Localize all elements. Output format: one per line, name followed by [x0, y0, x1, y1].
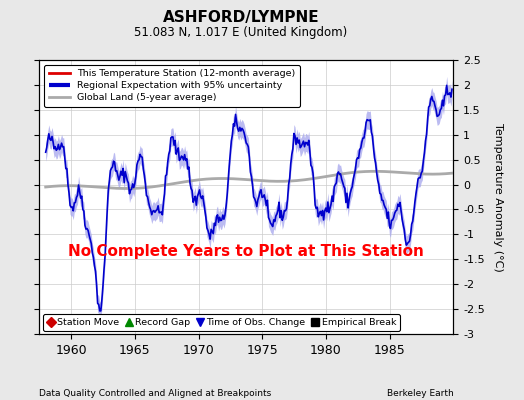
Legend: Station Move, Record Gap, Time of Obs. Change, Empirical Break: Station Move, Record Gap, Time of Obs. C…: [43, 314, 400, 331]
Text: ASHFORD/LYMPNE: ASHFORD/LYMPNE: [163, 10, 319, 25]
Text: Data Quality Controlled and Aligned at Breakpoints: Data Quality Controlled and Aligned at B…: [39, 389, 271, 398]
Text: No Complete Years to Plot at This Station: No Complete Years to Plot at This Statio…: [68, 244, 424, 259]
Text: 51.083 N, 1.017 E (United Kingdom): 51.083 N, 1.017 E (United Kingdom): [135, 26, 347, 39]
Text: Berkeley Earth: Berkeley Earth: [387, 389, 453, 398]
Y-axis label: Temperature Anomaly (°C): Temperature Anomaly (°C): [493, 123, 503, 271]
